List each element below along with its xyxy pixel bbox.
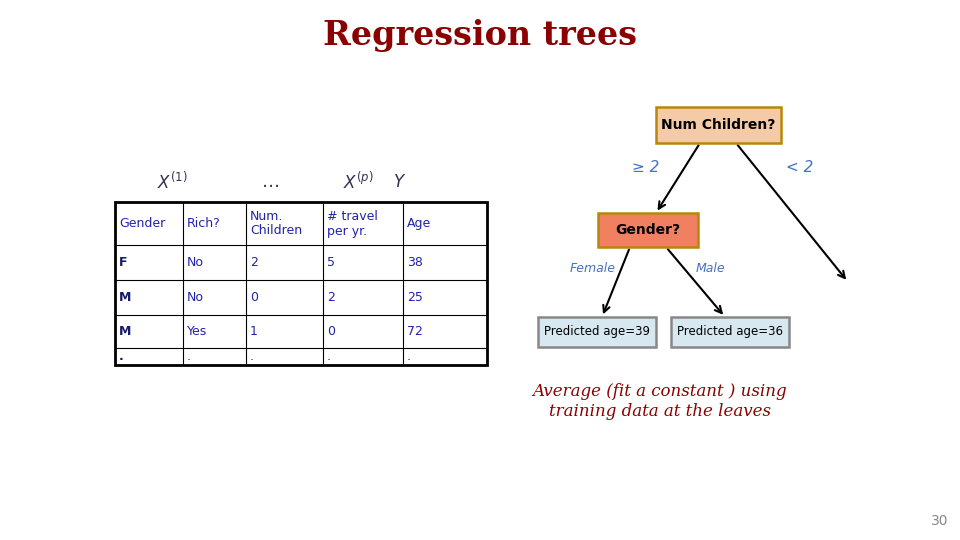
Text: Age: Age <box>407 217 431 230</box>
Bar <box>538 317 656 347</box>
Text: .: . <box>407 350 411 363</box>
Text: ≥ 2: ≥ 2 <box>633 159 660 174</box>
Text: Num.
Children: Num. Children <box>250 210 302 238</box>
Text: 0: 0 <box>250 291 258 304</box>
Text: training data at the leaves: training data at the leaves <box>549 403 771 421</box>
Text: $X^{(1)}$: $X^{(1)}$ <box>156 171 187 193</box>
Text: < 2: < 2 <box>786 159 814 174</box>
Text: Num Children?: Num Children? <box>660 118 775 132</box>
Text: Female: Female <box>570 261 616 274</box>
Text: F: F <box>119 256 128 269</box>
Text: Regression trees: Regression trees <box>323 18 637 51</box>
Text: 72: 72 <box>407 325 422 338</box>
Bar <box>115 202 487 365</box>
Text: Predicted age=36: Predicted age=36 <box>677 326 783 339</box>
Text: Average (fit a constant ) using: Average (fit a constant ) using <box>533 383 787 401</box>
Text: # travel
per yr.: # travel per yr. <box>327 210 378 238</box>
Text: Predicted age=39: Predicted age=39 <box>544 326 650 339</box>
Text: 1: 1 <box>250 325 258 338</box>
Text: M: M <box>119 325 132 338</box>
Text: Male: Male <box>695 261 725 274</box>
Text: Gender: Gender <box>119 217 165 230</box>
Bar <box>671 317 789 347</box>
Text: No: No <box>187 291 204 304</box>
Bar <box>656 107 780 143</box>
Text: 30: 30 <box>930 514 948 528</box>
Text: 2: 2 <box>250 256 258 269</box>
Text: 0: 0 <box>327 325 335 338</box>
Text: 38: 38 <box>407 256 422 269</box>
Text: M: M <box>119 291 132 304</box>
Text: .: . <box>119 350 124 363</box>
Text: Rich?: Rich? <box>187 217 221 230</box>
Text: .: . <box>327 350 331 363</box>
Text: .: . <box>250 350 254 363</box>
Bar <box>598 213 698 247</box>
Text: Gender?: Gender? <box>615 223 681 237</box>
Text: .: . <box>187 350 191 363</box>
Text: Yes: Yes <box>187 325 207 338</box>
Text: 5: 5 <box>327 256 335 269</box>
Text: $X^{(p)}$: $X^{(p)}$ <box>343 171 373 193</box>
Text: 2: 2 <box>327 291 335 304</box>
Text: 25: 25 <box>407 291 422 304</box>
Text: $\ldots$: $\ldots$ <box>261 173 279 191</box>
Text: $Y$: $Y$ <box>394 173 407 191</box>
Text: No: No <box>187 256 204 269</box>
